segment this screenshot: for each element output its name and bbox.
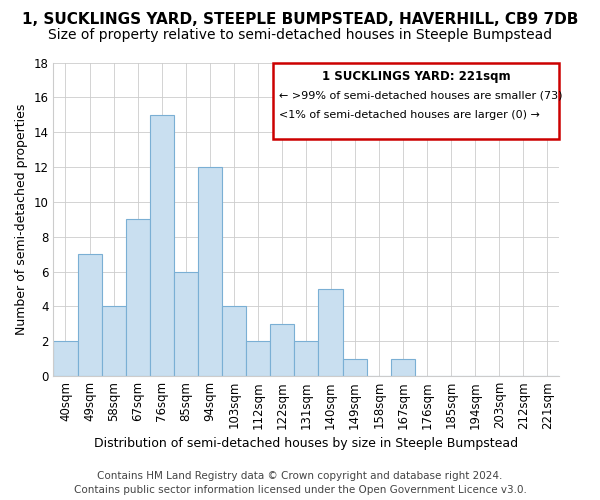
Bar xyxy=(295,342,319,376)
Bar xyxy=(150,115,174,376)
Y-axis label: Number of semi-detached properties: Number of semi-detached properties xyxy=(15,104,28,335)
Text: 1 SUCKLINGS YARD: 221sqm: 1 SUCKLINGS YARD: 221sqm xyxy=(322,70,511,84)
Bar xyxy=(198,167,222,376)
Text: Size of property relative to semi-detached houses in Steeple Bumpstead: Size of property relative to semi-detach… xyxy=(48,28,552,42)
Text: ← >99% of semi-detached houses are smaller (73): ← >99% of semi-detached houses are small… xyxy=(279,90,562,101)
Bar xyxy=(391,359,415,376)
Bar xyxy=(77,254,101,376)
Bar xyxy=(343,359,367,376)
Bar xyxy=(270,324,295,376)
Bar xyxy=(174,272,198,376)
FancyBboxPatch shape xyxy=(273,62,559,139)
Bar xyxy=(246,342,270,376)
Text: <1% of semi-detached houses are larger (0) →: <1% of semi-detached houses are larger (… xyxy=(279,110,539,120)
Text: Contains HM Land Registry data © Crown copyright and database right 2024.
Contai: Contains HM Land Registry data © Crown c… xyxy=(74,471,526,495)
Bar xyxy=(319,289,343,376)
Bar xyxy=(101,306,126,376)
Text: 1, SUCKLINGS YARD, STEEPLE BUMPSTEAD, HAVERHILL, CB9 7DB: 1, SUCKLINGS YARD, STEEPLE BUMPSTEAD, HA… xyxy=(22,12,578,28)
X-axis label: Distribution of semi-detached houses by size in Steeple Bumpstead: Distribution of semi-detached houses by … xyxy=(94,437,518,450)
Bar xyxy=(53,342,77,376)
Bar xyxy=(126,220,150,376)
Bar xyxy=(222,306,246,376)
